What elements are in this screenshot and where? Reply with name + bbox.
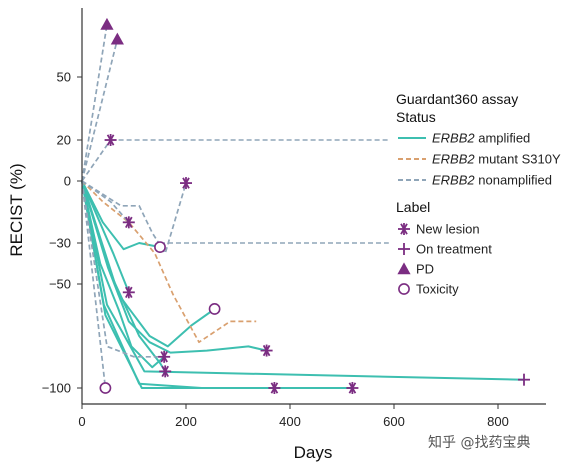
x-tick-label: 600 <box>383 414 405 429</box>
series-line-6-amplified <box>81 180 167 372</box>
legend-marker-circle <box>398 283 410 295</box>
legend-label-nonamplified: ERBB2 nonamplified <box>432 173 552 188</box>
series-line-15-nonamplified <box>81 139 112 182</box>
legend-marker-plus <box>398 243 410 255</box>
legend-label-entries: New lesion On treatment PD Toxicity <box>397 222 492 297</box>
series-line-7-amplified <box>81 180 165 369</box>
end-marker-3-asterisk <box>268 382 281 394</box>
end-marker-4-circle <box>208 303 221 315</box>
series-line-8-amplified <box>81 180 130 293</box>
series-line-13-nonamplified <box>81 24 108 182</box>
end-marker-8-asterisk <box>122 286 135 299</box>
series-line-2-amplified <box>81 180 353 389</box>
legend-label-asterisk: New lesion <box>416 222 480 237</box>
end-marker-1-plus <box>518 373 530 386</box>
series-line-10-mutant <box>81 180 257 344</box>
end-marker-12-asterisk <box>180 177 192 190</box>
end-marker-14-triangle <box>110 32 124 45</box>
legend-status-title-line2: Status <box>396 109 436 125</box>
series-line-16-nonamplified <box>81 180 107 389</box>
legend: Guardant360 assay Status ERBB2 amplified… <box>396 91 561 297</box>
series-line-4-amplified <box>81 180 216 348</box>
legend-label-plus: On treatment <box>416 242 492 257</box>
axes <box>81 8 546 405</box>
end-marker-15-asterisk <box>104 134 117 146</box>
legend-gene-name: ERBB2 <box>432 131 475 146</box>
series-line-1-amplified <box>81 180 525 381</box>
series-line-14-nonamplified <box>81 38 119 182</box>
end-marker-6-asterisk <box>159 365 172 378</box>
y-axis-title: RECIST (%) <box>7 163 26 256</box>
legend-gene-name: ERBB2 <box>432 173 475 188</box>
series-line-3-amplified <box>81 180 275 389</box>
legend-label-title: Label <box>396 199 430 215</box>
y-tick-label: −30 <box>49 236 71 251</box>
legend-label-triangle: PD <box>416 262 434 277</box>
legend-marker-triangle <box>397 262 411 275</box>
end-markers <box>99 17 530 394</box>
legend-gene-name: ERBB2 <box>432 152 475 167</box>
x-tick-label: 400 <box>279 414 301 429</box>
legend-marker-asterisk <box>398 223 410 235</box>
end-marker-7-asterisk <box>158 350 171 363</box>
legend-status-text: nonamplified <box>475 173 552 188</box>
y-tick-label: 20 <box>57 133 71 148</box>
legend-status-title-line1: Guardant360 assay <box>396 91 518 107</box>
watermark-text: 知乎 @找药宝典 <box>428 434 530 451</box>
y-tick-label: 50 <box>57 70 71 85</box>
end-marker-13-triangle <box>100 17 114 30</box>
legend-label-amplified: ERBB2 amplified <box>432 131 530 146</box>
series-line-12-nonamplified <box>81 180 187 255</box>
legend-status-text: mutant S310Y <box>475 152 561 167</box>
legend-label-circle: Toxicity <box>416 282 459 297</box>
y-tick-label: 0 <box>64 174 71 189</box>
end-marker-9-circle <box>154 241 166 253</box>
end-marker-16-circle <box>99 382 112 394</box>
x-tick-label: 800 <box>487 414 509 429</box>
end-marker-11-asterisk <box>122 216 135 229</box>
x-axis-title: Days <box>294 443 333 462</box>
x-tick-label: 200 <box>175 414 197 429</box>
end-marker-5-asterisk <box>260 344 273 357</box>
y-tick-label: −50 <box>49 277 71 292</box>
end-marker-2-asterisk <box>346 382 359 394</box>
series-lines <box>81 24 525 389</box>
x-tick-label: 0 <box>78 414 85 429</box>
legend-label-mutant: ERBB2 mutant S310Y <box>432 152 561 167</box>
y-tick-label: −100 <box>42 381 71 396</box>
legend-status-text: amplified <box>475 131 531 146</box>
reference-lines <box>110 139 389 244</box>
series-line-17-nonamplified <box>81 180 160 358</box>
series-line-9-amplified <box>81 180 161 251</box>
